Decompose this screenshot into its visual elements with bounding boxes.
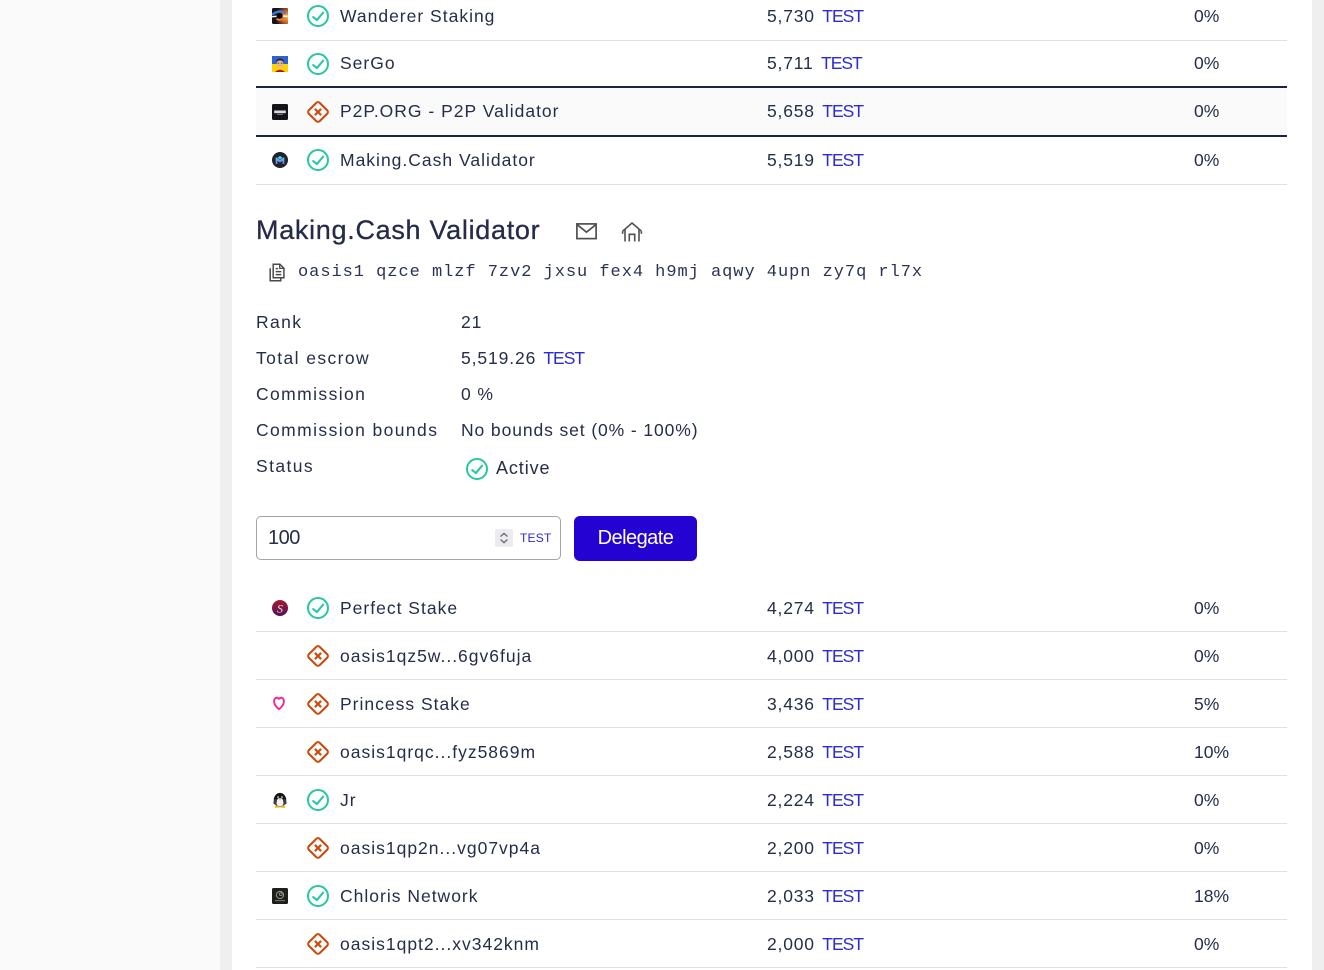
svg-text:S: S: [277, 601, 283, 615]
